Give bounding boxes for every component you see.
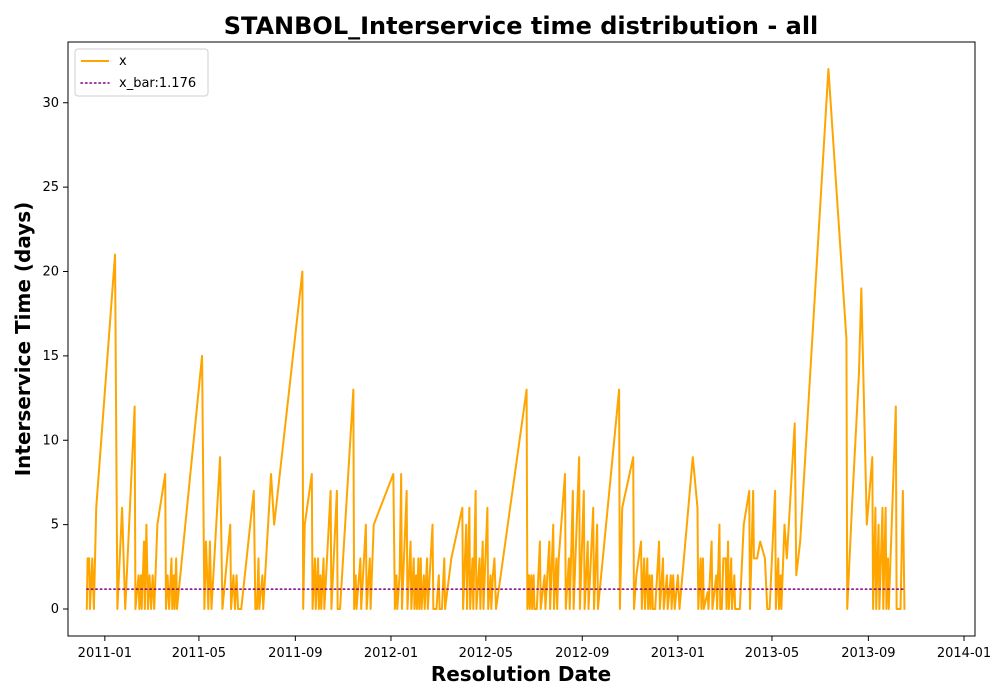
- x-tick-label: 2012-05: [459, 646, 513, 661]
- y-tick-label: 5: [51, 518, 59, 533]
- x-tick-label: 2013-01: [651, 646, 705, 661]
- x-tick-label: 2012-01: [364, 646, 418, 661]
- series-x-line: [85, 68, 906, 610]
- legend: x x_bar:1.176: [74, 48, 209, 97]
- y-tick-label: 20: [42, 265, 59, 280]
- x-axis: 2011-01 2011-05 2011-09 2012-01 2012-05 2012-…: [78, 636, 991, 661]
- y-axis-label: Interservice Time (days): [11, 202, 35, 477]
- legend-x-label: x: [119, 54, 127, 69]
- x-tick-label: 2011-01: [78, 646, 132, 661]
- legend-x-bar-label: x_bar:1.176: [119, 76, 196, 91]
- y-tick-label: 15: [42, 349, 59, 364]
- y-tick-label: 30: [42, 96, 59, 111]
- x-tick-label: 2014-01: [937, 646, 991, 661]
- series-layer: [85, 68, 906, 610]
- x-tick-label: 2013-09: [841, 646, 895, 661]
- x-tick-label: 2011-05: [172, 646, 226, 661]
- y-tick-label: 25: [42, 180, 59, 195]
- x-tick-label: 2012-09: [555, 646, 609, 661]
- x-tick-label: 2011-09: [268, 646, 322, 661]
- y-tick-label: 10: [42, 433, 59, 448]
- chart-title: STANBOL_Interservice time distribution -…: [224, 12, 819, 40]
- y-tick-label: 0: [51, 602, 59, 617]
- y-axis: 0 5 10 15 20 25 30: [42, 96, 68, 617]
- plot-frame: [67, 41, 976, 637]
- x-tick-label: 2013-05: [745, 646, 799, 661]
- x-axis-label: Resolution Date: [431, 662, 611, 686]
